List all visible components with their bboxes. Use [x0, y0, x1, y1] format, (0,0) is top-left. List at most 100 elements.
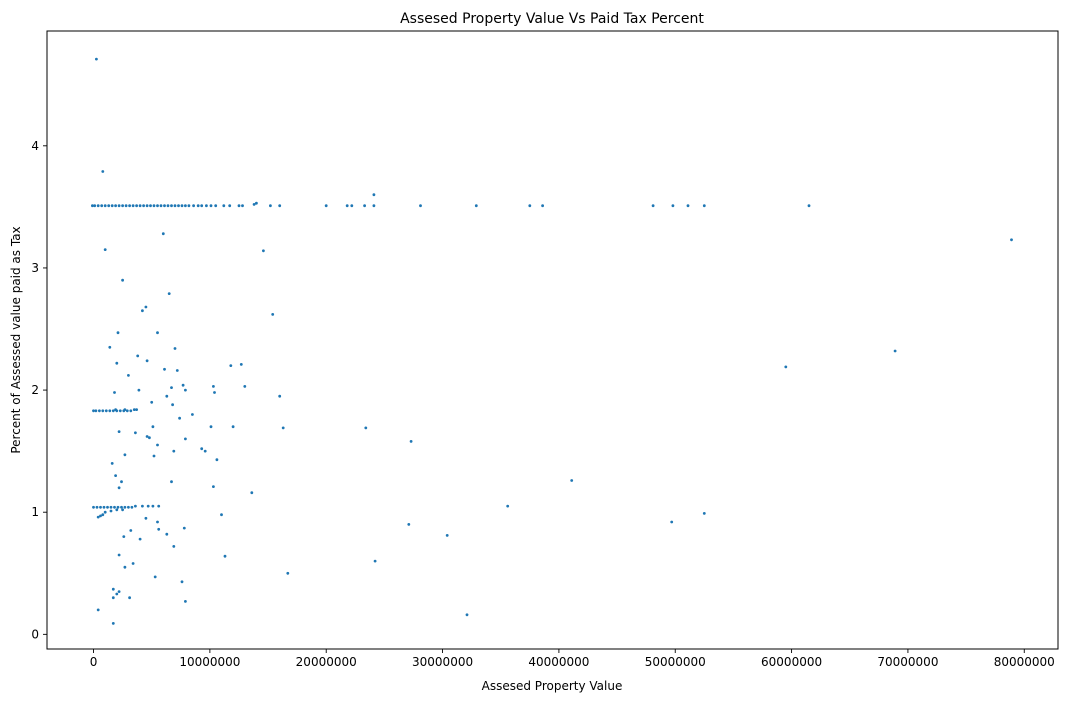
data-point [150, 400, 154, 404]
data-point [126, 374, 130, 377]
data-point [165, 394, 169, 398]
data-point [250, 491, 254, 495]
data-point [255, 201, 258, 205]
y-tick-label: 1 [31, 505, 39, 519]
data-point [181, 383, 185, 387]
data-point [135, 408, 139, 411]
data-point [177, 204, 180, 208]
data-point [107, 204, 111, 208]
data-point [237, 204, 241, 208]
data-point [106, 505, 109, 509]
data-point [115, 508, 119, 512]
data-point [98, 409, 101, 413]
data-point [124, 204, 128, 208]
data-point [184, 388, 187, 392]
data-point [125, 409, 129, 413]
data-point [138, 204, 142, 208]
data-point [163, 367, 166, 371]
data-point [184, 600, 187, 603]
x-tick-label: 70000000 [877, 655, 938, 669]
data-point [281, 426, 285, 430]
y-axis-ticks: 0 1 2 3 4 [31, 139, 47, 641]
data-point [156, 204, 159, 208]
data-point [141, 504, 144, 508]
data-point [159, 204, 163, 208]
data-point [170, 480, 173, 484]
data-point [93, 204, 97, 208]
data-point [117, 486, 121, 490]
data-point [114, 474, 117, 477]
data-point [222, 204, 226, 208]
data-point [123, 565, 127, 569]
data-point [110, 462, 114, 465]
data-point [109, 505, 113, 509]
data-point [103, 248, 107, 252]
data-point [130, 505, 134, 509]
data-point [135, 204, 139, 208]
data-point [109, 509, 113, 513]
data-point [165, 532, 169, 536]
data-point [180, 580, 184, 584]
data-point [686, 204, 690, 208]
data-point [350, 204, 354, 208]
data-point [142, 204, 146, 208]
data-point [123, 408, 127, 411]
data-point [101, 409, 105, 413]
data-point [364, 426, 368, 430]
data-point [170, 386, 173, 389]
data-point [702, 512, 706, 515]
data-point [215, 458, 219, 462]
y-tick-label: 2 [31, 383, 39, 397]
data-point [231, 425, 235, 429]
data-point [103, 510, 107, 514]
y-tick-label: 3 [31, 261, 39, 275]
data-point [286, 571, 290, 575]
data-point [239, 363, 243, 366]
data-point [138, 537, 142, 541]
data-point [170, 204, 173, 208]
data-point [111, 409, 115, 413]
data-point [228, 204, 232, 208]
data-point [114, 408, 117, 411]
plot-frame [46, 30, 1059, 650]
data-point [148, 436, 151, 440]
data-point [123, 505, 127, 509]
data-point [167, 292, 171, 295]
data-point [213, 391, 216, 394]
data-point [407, 523, 411, 526]
data-point [187, 204, 191, 208]
y-tick-label: 0 [31, 627, 39, 641]
data-point [191, 413, 194, 416]
data-point [372, 204, 376, 208]
data-point [212, 385, 215, 388]
data-point [203, 449, 207, 453]
data-point [243, 385, 247, 388]
data-point [363, 204, 366, 208]
data-point [96, 204, 100, 208]
data-point [126, 505, 130, 509]
x-tick-label: 80000000 [994, 655, 1055, 669]
data-point [209, 204, 213, 208]
plot-area [47, 31, 1058, 649]
data-point [145, 204, 149, 208]
data-point [166, 204, 170, 208]
data-point [474, 204, 478, 208]
data-point [171, 403, 175, 407]
data-point [784, 365, 788, 369]
data-point [172, 449, 176, 453]
data-point [99, 505, 102, 509]
data-points [91, 57, 1013, 625]
data-point [111, 587, 115, 591]
data-point [117, 430, 121, 433]
data-point [209, 425, 213, 429]
data-point [120, 480, 123, 484]
data-point [145, 435, 149, 438]
data-point [132, 408, 136, 411]
data-point [134, 431, 137, 435]
data-point [134, 504, 137, 508]
data-point [373, 559, 377, 563]
data-point [223, 554, 227, 558]
data-point [173, 204, 177, 208]
data-point [146, 504, 150, 508]
